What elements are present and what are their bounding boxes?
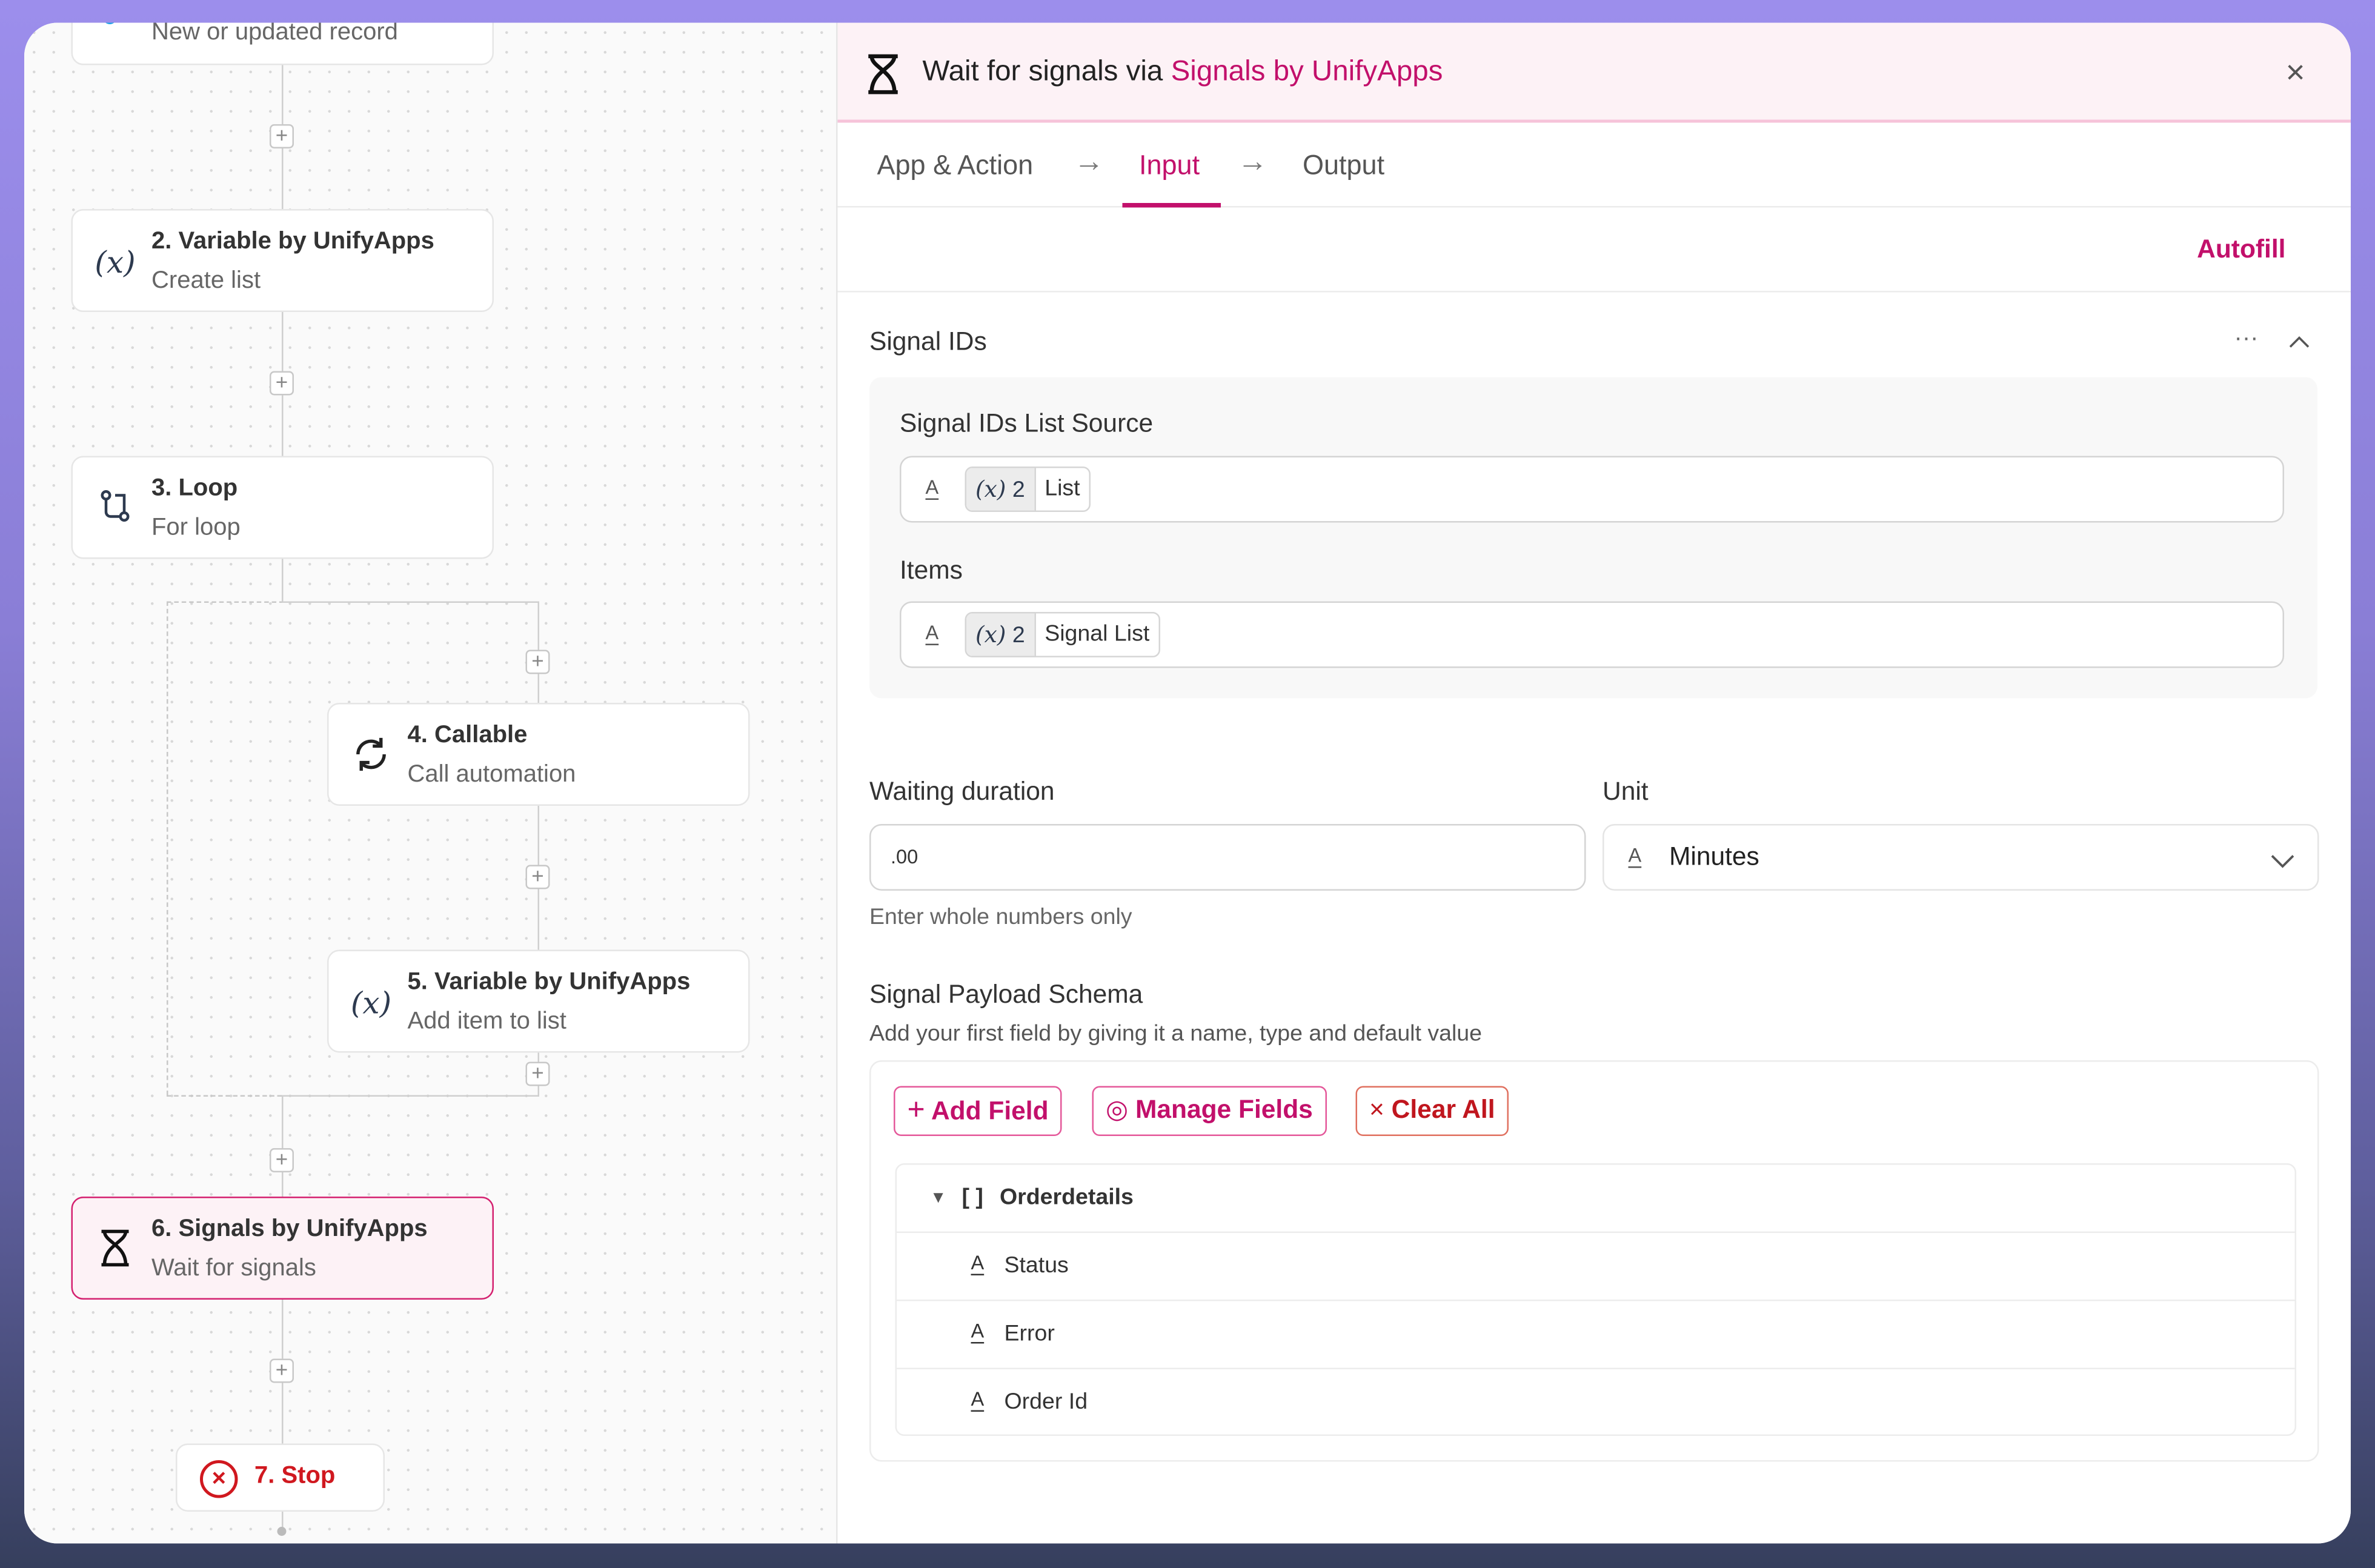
refresh-icon — [350, 735, 393, 777]
node-title: 7. Stop — [254, 1463, 336, 1489]
more-options-icon[interactable]: ··· — [2234, 325, 2259, 352]
caret-down-icon: ▼ — [930, 1189, 947, 1208]
arrow-right-icon: → — [1237, 145, 1268, 179]
workflow-node-5[interactable]: (x) 5. Variable by UnifyApps Add item to… — [327, 949, 750, 1053]
add-step-button[interactable]: + — [270, 124, 294, 148]
variable-icon: (x) — [350, 985, 392, 1021]
add-step-button[interactable]: + — [270, 1358, 294, 1383]
panel-header: Wait for signals via Signals by UnifyApp… — [837, 22, 2351, 123]
tree-row[interactable]: A Error — [897, 1301, 2295, 1369]
chevron-up-icon[interactable] — [2289, 330, 2310, 357]
workflow-node-7-stop[interactable]: × 7. Stop — [176, 1443, 385, 1512]
signal-ids-group: Signal IDs List Source A (x) 2 List Items… — [869, 377, 2317, 699]
add-step-button[interactable]: + — [270, 371, 294, 396]
unit-value: Minutes — [1669, 842, 1759, 871]
tab-output[interactable]: Output — [1303, 150, 1385, 181]
node-title: 6. Signals by UnifyApps — [151, 1216, 428, 1243]
arrow-right-icon: → — [1074, 145, 1104, 179]
tree-row[interactable]: A Status — [897, 1233, 2295, 1301]
step-tabs: App & Action → Input → Output — [837, 124, 2351, 208]
add-step-button[interactable]: + — [270, 1148, 294, 1172]
add-step-button[interactable]: + — [525, 649, 550, 674]
variable-icon: (x) — [95, 244, 136, 281]
text-type-icon: A — [925, 621, 939, 644]
end-dot — [277, 1527, 287, 1536]
app-name: Signals by UnifyApps — [1171, 56, 1443, 88]
waiting-duration-value: .00 — [891, 845, 918, 868]
step-config-panel: Wait for signals via Signals by UnifyApp… — [837, 22, 2351, 1544]
hourglass-icon — [865, 53, 902, 104]
field-label: Waiting duration — [869, 777, 1055, 806]
node-subtitle: For loop — [151, 515, 241, 541]
text-type-icon: A — [925, 476, 939, 499]
node-subtitle: Add item to list — [407, 1009, 566, 1035]
plus-icon: + — [907, 1094, 925, 1127]
add-step-button[interactable]: + — [525, 865, 550, 889]
variable-chip[interactable]: (x) 2 Signal List — [965, 612, 1160, 657]
tree-row[interactable]: A Order Id — [897, 1369, 2295, 1435]
clear-all-button[interactable]: × Clear All — [1355, 1086, 1509, 1136]
eye-icon: ◎ — [1106, 1095, 1129, 1125]
autofill-button[interactable]: Autofill — [2197, 234, 2286, 264]
trigger-dot-icon — [103, 22, 117, 24]
node-subtitle: Create list — [151, 268, 261, 294]
stop-icon: × — [200, 1460, 238, 1498]
node-title: 4. Callable — [407, 722, 528, 749]
autofill-bar: Autofill — [837, 209, 2351, 293]
text-type-icon: A — [971, 1387, 985, 1410]
tab-input[interactable]: Input — [1139, 150, 1200, 181]
section-heading: Signal Payload Schema — [869, 980, 1143, 1009]
app-window: + + + + + + + New or updated record (x) … — [24, 22, 2351, 1544]
schema-editor: + Add Field ◎ Manage Fields × Clear All … — [869, 1060, 2319, 1462]
unit-select[interactable]: A Minutes — [1603, 824, 2319, 891]
node-title: 3. Loop — [151, 476, 238, 502]
close-icon[interactable]: × — [2285, 53, 2305, 91]
manage-fields-button[interactable]: ◎ Manage Fields — [1092, 1086, 1327, 1136]
array-type-icon: [ ] — [962, 1184, 983, 1211]
chevron-down-icon — [2271, 850, 2295, 877]
items-input[interactable]: A (x) 2 Signal List — [900, 601, 2284, 668]
loop-icon — [94, 488, 136, 530]
text-type-icon: A — [971, 1251, 985, 1274]
signal-ids-list-source-input[interactable]: A (x) 2 List — [900, 456, 2284, 523]
helper-text: Enter whole numbers only — [869, 904, 1132, 931]
text-type-icon: A — [971, 1319, 985, 1343]
hourglass-icon — [94, 1229, 136, 1271]
workflow-canvas[interactable]: + + + + + + + New or updated record (x) … — [24, 22, 838, 1544]
node-title: 5. Variable by UnifyApps — [407, 969, 691, 995]
node-subtitle: Call automation — [407, 762, 576, 788]
node-title: 2. Variable by UnifyApps — [151, 228, 434, 255]
add-step-button[interactable]: + — [525, 1061, 550, 1086]
field-label: Items — [900, 556, 963, 585]
workflow-node-trigger[interactable]: New or updated record — [71, 22, 494, 65]
field-label: Unit — [1603, 777, 1649, 806]
active-tab-indicator — [1122, 203, 1221, 208]
workflow-node-2[interactable]: (x) 2. Variable by UnifyApps Create list — [71, 209, 494, 312]
panel-title: Wait for signals via Signals by UnifyApp… — [922, 56, 1443, 88]
tree-row-root[interactable]: ▼[ ] Orderdetails — [897, 1165, 2295, 1233]
node-subtitle: Wait for signals — [151, 1255, 316, 1282]
workflow-node-4[interactable]: 4. Callable Call automation — [327, 703, 750, 806]
section-description: Add your first field by giving it a name… — [869, 1021, 1483, 1047]
waiting-duration-input[interactable]: .00 — [869, 824, 1586, 891]
x-icon: × — [1369, 1095, 1384, 1125]
add-field-button[interactable]: + Add Field — [894, 1086, 1063, 1136]
workflow-node-3[interactable]: 3. Loop For loop — [71, 456, 494, 559]
schema-tree: ▼[ ] Orderdetails A Status A Error A Order I… — [895, 1163, 2296, 1436]
section-heading: Signal IDs — [869, 327, 987, 356]
node-subtitle: New or updated record — [151, 22, 398, 46]
tab-app-action[interactable]: App & Action — [877, 150, 1034, 181]
field-label: Signal IDs List Source — [900, 409, 1154, 438]
variable-chip[interactable]: (x) 2 List — [965, 467, 1091, 512]
text-type-icon: A — [1628, 843, 1642, 867]
workflow-node-6-selected[interactable]: 6. Signals by UnifyApps Wait for signals — [71, 1197, 494, 1300]
